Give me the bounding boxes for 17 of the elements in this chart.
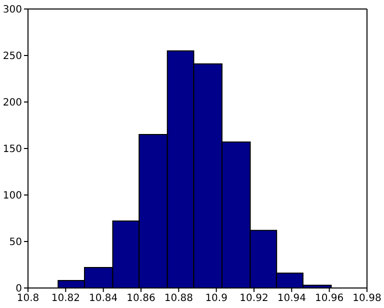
- x-tick-label: 10.92: [240, 293, 268, 304]
- y-tick-label: 150: [2, 144, 22, 156]
- x-tick-label: 10.82: [51, 293, 80, 304]
- y-tick-label: 300: [2, 4, 22, 16]
- y-tick-label: 50: [9, 237, 22, 248]
- x-tick-label: 10.98: [352, 293, 382, 304]
- x-tick-label: 10.94: [277, 293, 306, 304]
- y-tick-label: 100: [2, 190, 22, 202]
- x-tick-label: 10.96: [315, 293, 344, 304]
- x-tick-label: 10.88: [164, 293, 193, 304]
- x-tick-label: 10.84: [89, 293, 118, 304]
- x-tick-label: 10.9: [205, 293, 228, 304]
- y-tick-label: 0: [16, 284, 22, 295]
- x-tick-label: 10.8: [16, 293, 40, 304]
- y-tick-label: 200: [2, 98, 22, 109]
- x-tick-label: 10.86: [126, 293, 156, 304]
- y-tick-label: 250: [2, 51, 22, 62]
